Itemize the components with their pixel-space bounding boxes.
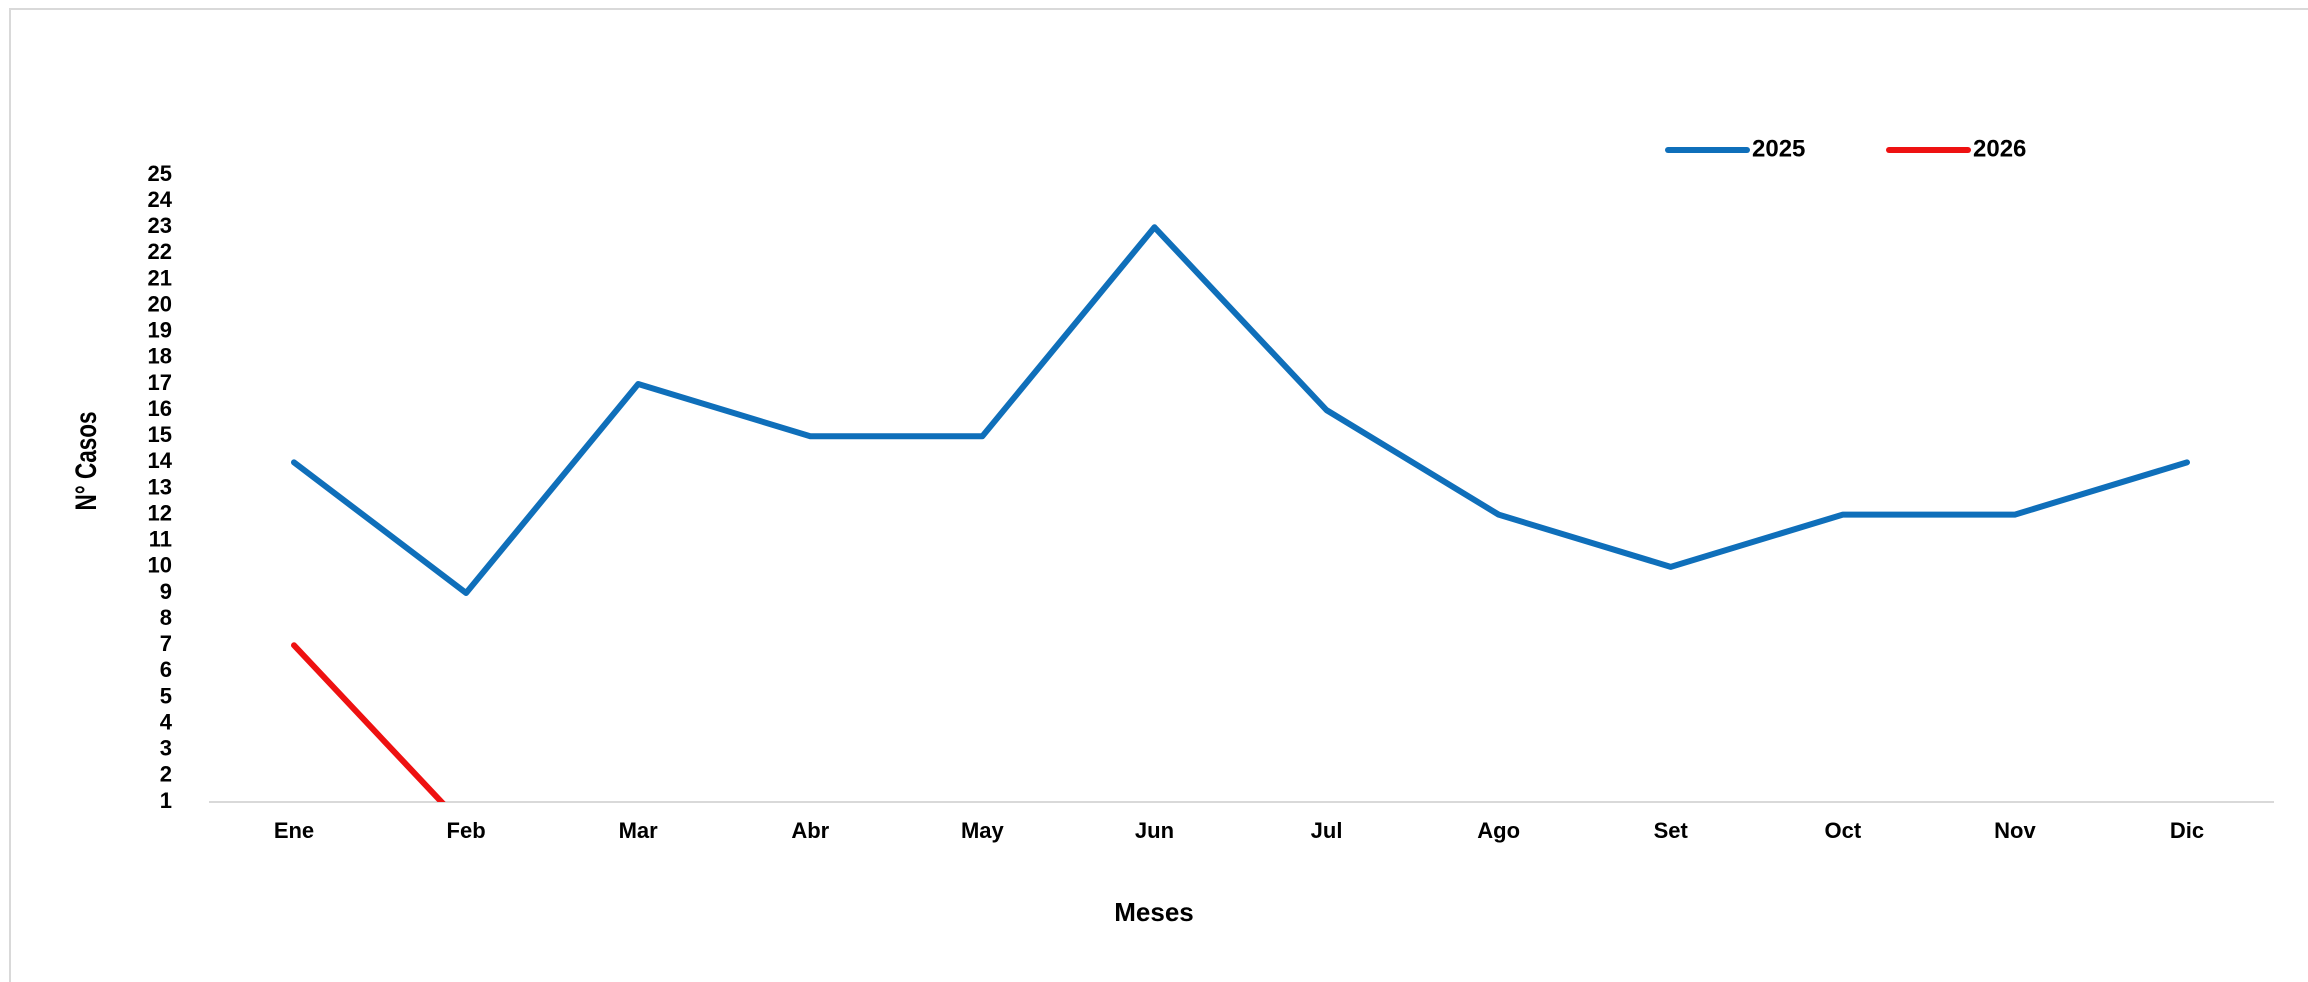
y-tick-label: 20	[148, 291, 172, 316]
x-tick-label: Abr	[791, 818, 829, 843]
y-tick-label: 15	[148, 422, 172, 447]
legend-label: 2026	[1973, 135, 2026, 162]
legend-label: 2025	[1752, 135, 1805, 162]
x-tick-label: Nov	[1994, 818, 2036, 843]
y-tick-label: 4	[160, 709, 173, 734]
x-tick-label: Jun	[1135, 818, 1174, 843]
x-tick-label: Feb	[447, 818, 486, 843]
y-tick-label: 23	[148, 213, 172, 238]
x-tick-label: Jul	[1311, 818, 1343, 843]
y-tick-label: 7	[160, 631, 172, 656]
y-tick-label: 14	[148, 448, 173, 473]
x-tick-label: Ene	[274, 818, 314, 843]
y-tick-label: 10	[148, 553, 172, 578]
y-tick-label: 6	[160, 657, 172, 682]
y-tick-label: 8	[160, 605, 172, 630]
x-tick-label: Oct	[1824, 818, 1861, 843]
y-tick-label: 18	[148, 344, 172, 369]
y-tick-label: 19	[148, 318, 172, 343]
y-tick-label: 12	[148, 500, 172, 525]
y-tick-label: 5	[160, 683, 172, 708]
y-tick-label: 13	[148, 474, 172, 499]
chart-frame	[9, 8, 2308, 982]
x-tick-label: Dic	[2170, 818, 2204, 843]
y-tick-label: 1	[160, 788, 172, 813]
x-tick-label: May	[961, 818, 1005, 843]
y-tick-label: 11	[149, 527, 172, 552]
series-line	[291, 642, 446, 802]
y-tick-label: 21	[148, 265, 172, 290]
y-tick-label: 22	[148, 239, 172, 264]
x-tick-label: Ago	[1477, 818, 1520, 843]
series-line	[291, 224, 2190, 596]
y-tick-label: 2	[160, 762, 172, 787]
y-axis-title: N° Casos	[69, 412, 103, 511]
y-tick-label: 25	[148, 161, 172, 186]
y-tick-label: 24	[148, 187, 173, 212]
y-tick-label: 9	[160, 579, 172, 604]
x-axis-title: Meses	[1114, 897, 1194, 927]
x-tick-label: Set	[1654, 818, 1689, 843]
y-tick-label: 3	[160, 736, 172, 761]
x-tick-label: Mar	[619, 818, 659, 843]
y-tick-label: 17	[148, 370, 172, 395]
y-tick-label: 16	[148, 396, 172, 421]
